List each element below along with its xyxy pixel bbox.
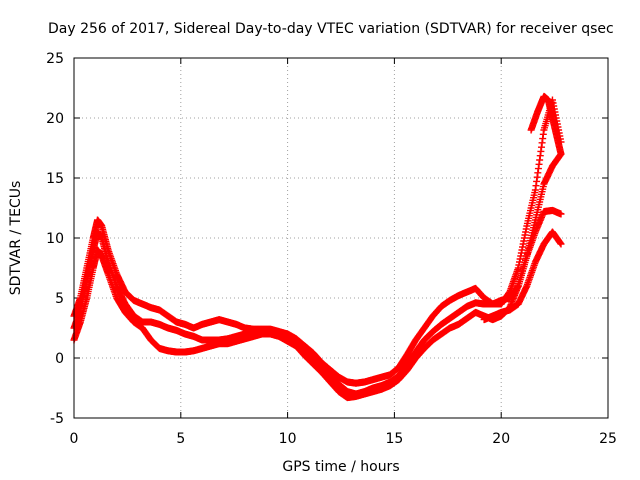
y-tick-label: 10 [46,231,64,247]
x-tick-label: 0 [70,431,79,447]
plot-frame [73,57,609,419]
x-tick-label: 15 [385,431,403,447]
x-axis-tick-labels: 0 5 10 15 20 25 [70,431,617,447]
chart-title: Day 256 of 2017, Sidereal Day-to-day VTE… [48,21,614,37]
x-axis-label: GPS time / hours [282,459,399,475]
series-track-5 [527,92,565,158]
y-tick-label: 5 [55,291,64,307]
y-tick-label: 15 [46,171,64,187]
series-track-2 [70,206,565,402]
x-tick-label: 20 [492,431,510,447]
grid-lines [74,58,608,418]
x-tick-label: 25 [599,431,617,447]
data-point-marker [557,210,565,218]
y-axis-label: SDTVAR / TECUs [8,181,24,296]
y-tick-label: 20 [46,111,64,127]
data-point-marker [557,240,565,248]
y-tick-label: 25 [46,51,64,67]
data-series [70,92,565,402]
y-tick-label: -5 [50,411,64,427]
y-axis-tick-labels: -5 0 5 10 15 20 25 [46,51,64,427]
data-point-marker [557,150,565,158]
x-tick-label: 5 [176,431,185,447]
series-track-3 [70,96,565,387]
y-tick-label: 0 [55,351,64,367]
series-track-4 [480,228,565,324]
x-tick-label: 10 [279,431,297,447]
